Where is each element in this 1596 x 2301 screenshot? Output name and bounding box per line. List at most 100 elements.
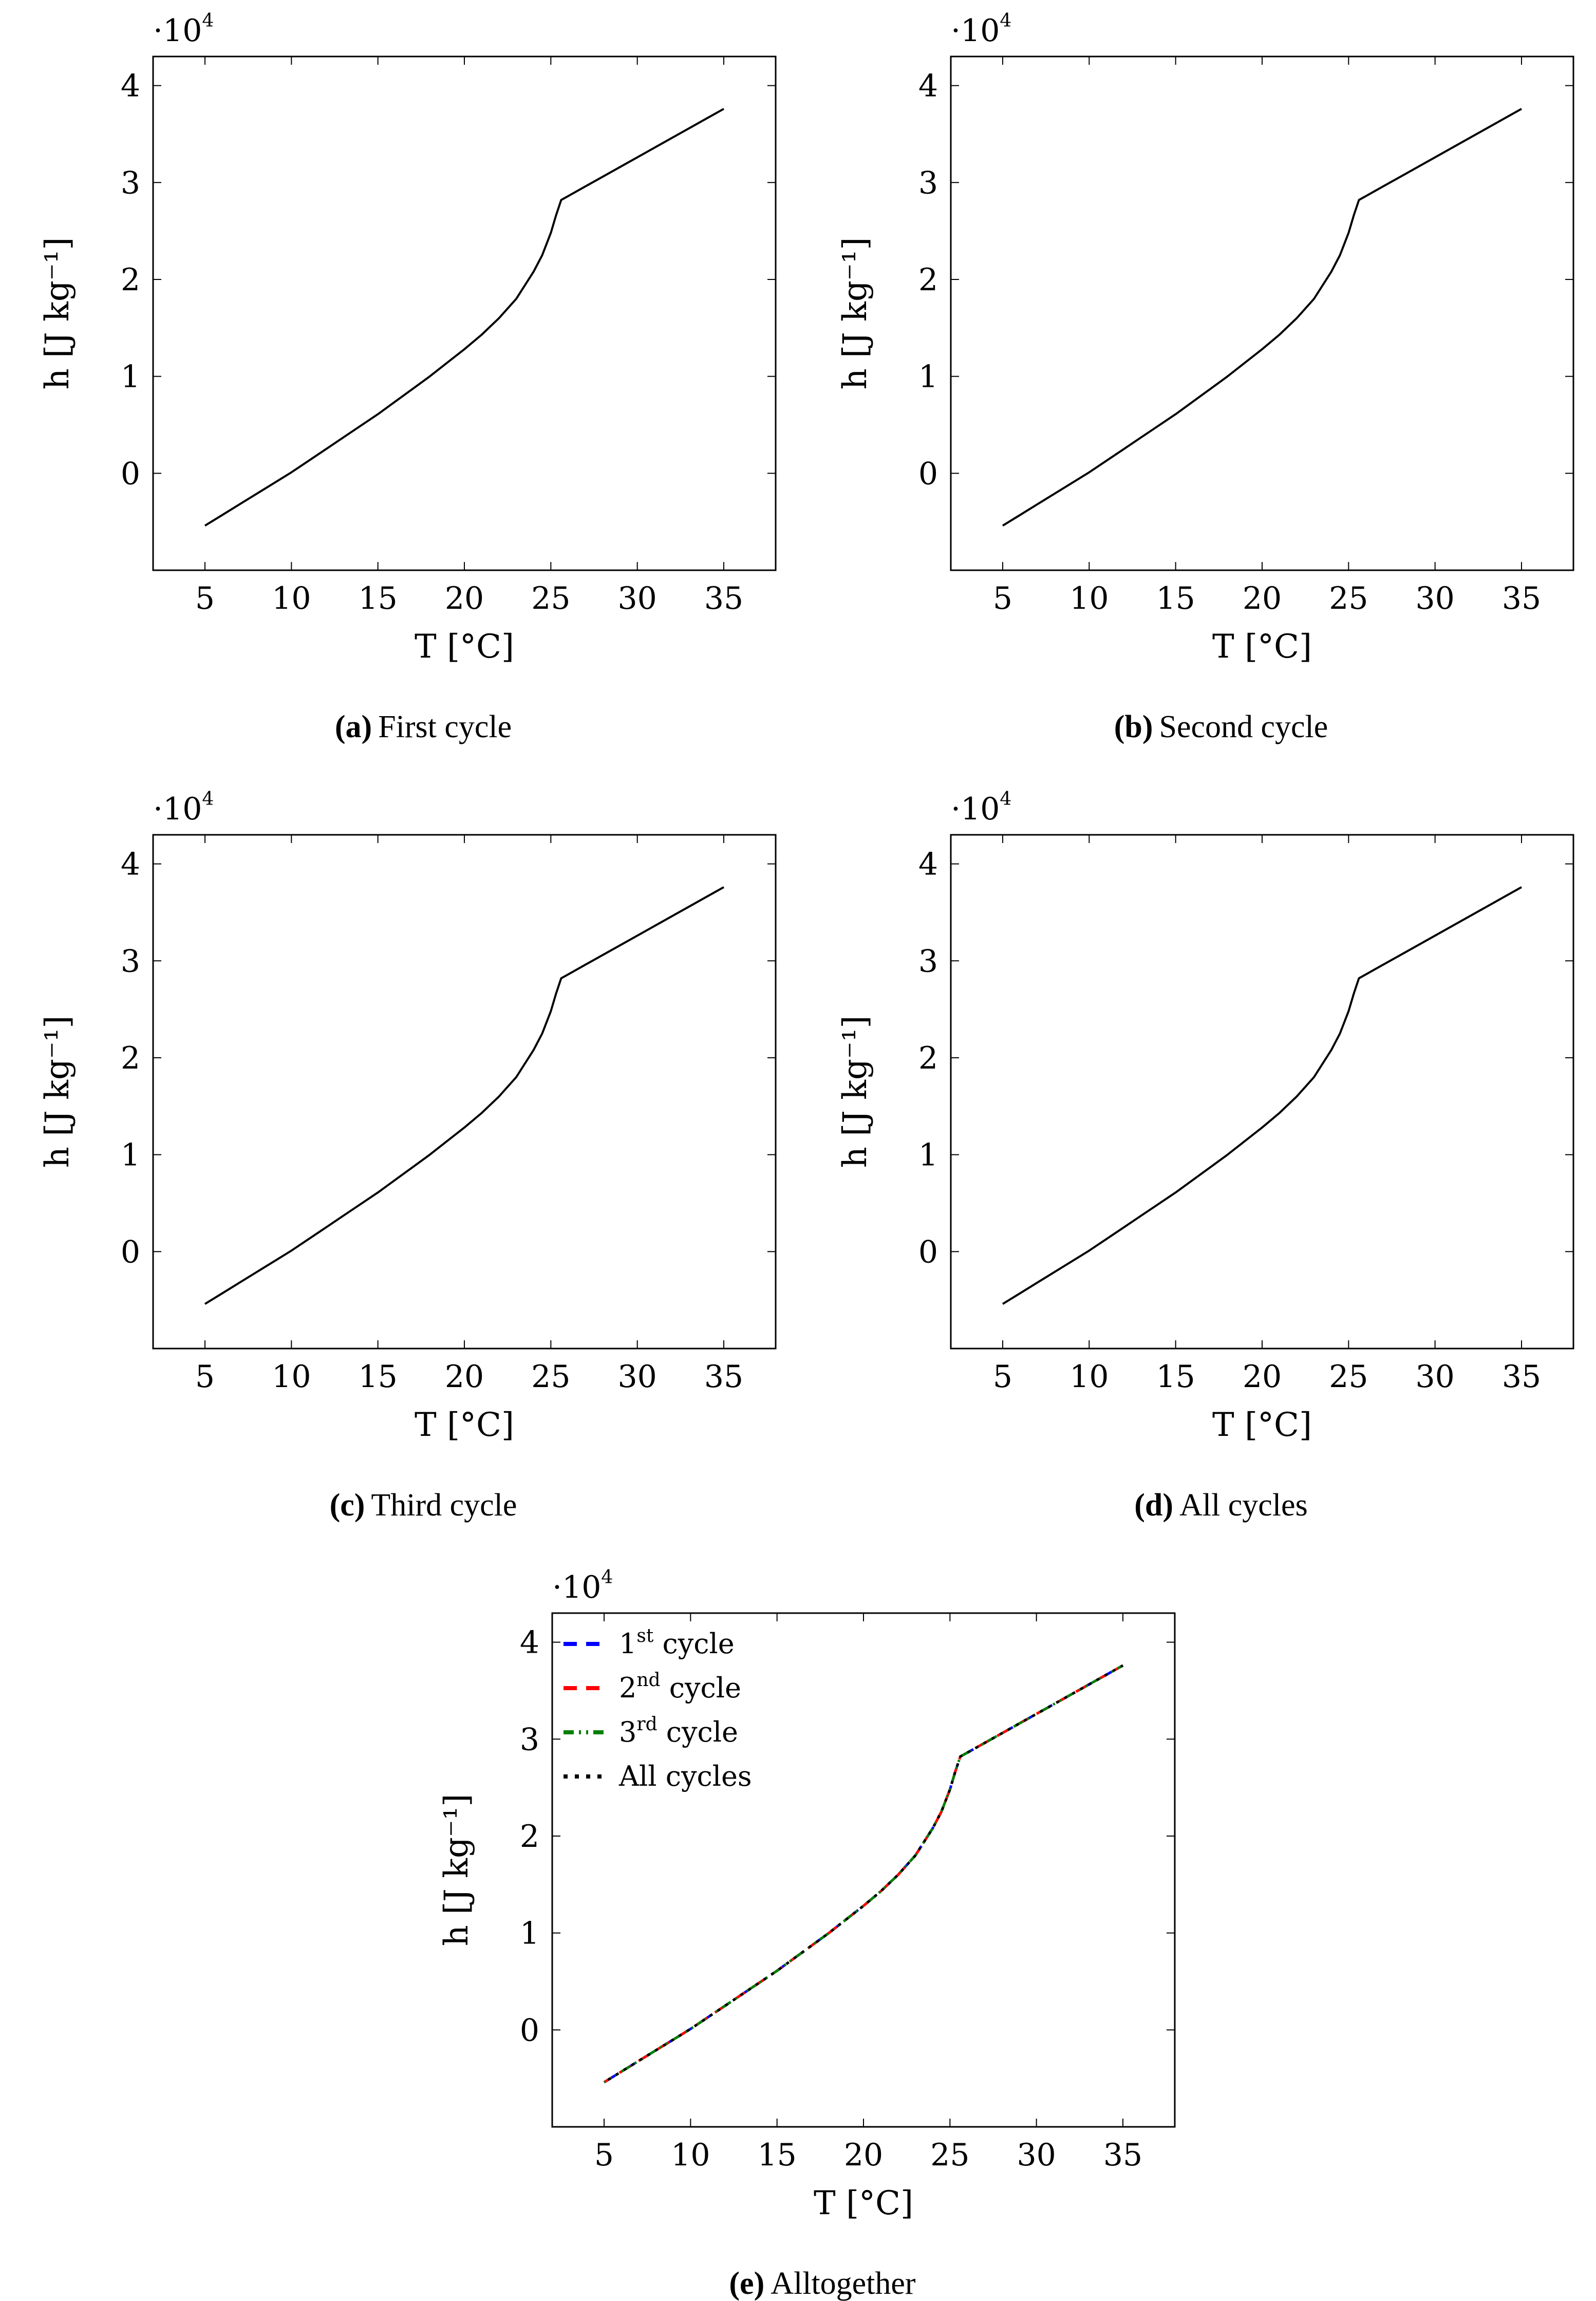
caption-text: First cycle xyxy=(378,709,512,744)
legend-label-suffix: cycle xyxy=(661,1672,741,1704)
x-axis-label: T [°C] xyxy=(1212,628,1312,666)
y-tick-label: 3 xyxy=(918,943,938,979)
x-tick-label: 15 xyxy=(1156,581,1195,616)
x-tick-label: 35 xyxy=(1502,1359,1541,1395)
y-tick-label: 1 xyxy=(918,359,938,395)
x-tick-label: 20 xyxy=(445,581,484,616)
x-tick-label: 20 xyxy=(1243,581,1282,616)
y-tick-label: 0 xyxy=(918,1234,938,1270)
x-tick-label: 20 xyxy=(844,2137,883,2173)
x-tick-label: 15 xyxy=(757,2137,796,2173)
y-tick-label: 3 xyxy=(121,165,140,201)
y-multiplier: ·104 xyxy=(153,789,214,827)
x-axis-label: T [°C] xyxy=(415,1406,514,1444)
x-tick-label: 10 xyxy=(272,581,311,616)
x-tick-label: 25 xyxy=(531,581,570,616)
y-tick-label: 2 xyxy=(121,1040,140,1076)
caption-text: Alltogether xyxy=(771,2266,916,2301)
y-multiplier: ·104 xyxy=(153,10,214,49)
chart-panel-c: 5 10 15 20 25 30 35 0 1 2 3 4·104 T [°C] h [J kg⁻¹] (c… xyxy=(39,789,777,1523)
y-tick-label: 0 xyxy=(918,456,938,492)
caption-letter: (d) xyxy=(1134,1488,1173,1523)
y-tick-label: 3 xyxy=(918,165,938,201)
caption-text: Second cycle xyxy=(1159,709,1328,744)
y-tick-label: 3 xyxy=(121,943,140,979)
x-axis-label: T [°C] xyxy=(415,628,514,666)
y-multiplier: ·104 xyxy=(951,10,1011,49)
legend-label-sup: st xyxy=(636,1625,653,1647)
x-tick-label: 5 xyxy=(594,2137,614,2173)
x-tick-label: 15 xyxy=(358,1359,397,1395)
x-tick-label: 30 xyxy=(617,1359,656,1395)
y-tick-label: 2 xyxy=(918,1040,938,1076)
x-tick-label: 5 xyxy=(195,581,215,616)
y-axis-label: h [J kg⁻¹] xyxy=(39,1016,77,1168)
panel-caption: (e) Alltogether xyxy=(729,2266,916,2301)
x-tick-label: 25 xyxy=(531,1359,570,1395)
y-tick-label: 0 xyxy=(121,456,140,492)
y-tick-label: 0 xyxy=(520,2012,539,2048)
x-tick-label: 25 xyxy=(1329,1359,1368,1395)
legend-label: 1st cycle xyxy=(619,1625,735,1660)
caption-letter: (b) xyxy=(1114,709,1153,744)
legend: 1st cycle 2nd cycle 3rd cycle All cycles xyxy=(564,1625,752,1792)
y-tick-label: 4 xyxy=(918,68,938,104)
plot-frame xyxy=(152,834,777,1350)
y-tick-label: 1 xyxy=(121,359,140,395)
y-multiplier-exponent: 4 xyxy=(202,789,214,810)
x-tick-label: 35 xyxy=(1502,581,1541,616)
plot-frame xyxy=(152,55,777,571)
x-tick-label: 35 xyxy=(704,581,743,616)
x-tick-label: 25 xyxy=(1329,581,1368,616)
legend-label-suffix: cycle xyxy=(653,1627,734,1660)
x-tick-label: 25 xyxy=(930,2137,969,2173)
legend-label: 2nd cycle xyxy=(619,1670,741,1704)
x-tick-label: 30 xyxy=(617,581,656,616)
x-axis-label: T [°C] xyxy=(814,2184,913,2222)
y-multiplier: ·104 xyxy=(552,1567,613,1605)
x-tick-label: 5 xyxy=(993,581,1012,616)
y-tick-label: 1 xyxy=(918,1137,938,1173)
x-tick-label: 15 xyxy=(1156,1359,1195,1395)
legend-label: 3rd cycle xyxy=(619,1714,738,1748)
series-line-1 xyxy=(1002,108,1522,527)
caption-letter: (c) xyxy=(330,1488,365,1523)
plot-frame xyxy=(950,834,1574,1350)
x-axis-label: T [°C] xyxy=(1212,1406,1312,1444)
y-multiplier-exponent: 4 xyxy=(1000,789,1011,810)
x-tick-label: 30 xyxy=(1415,581,1454,616)
y-tick-label: 4 xyxy=(918,847,938,883)
y-tick-label: 4 xyxy=(520,1625,539,1661)
caption-letter: (a) xyxy=(335,709,372,744)
x-tick-label: 30 xyxy=(1415,1359,1454,1395)
series-line-4 xyxy=(603,1664,1124,2084)
x-tick-label: 20 xyxy=(1243,1359,1282,1395)
y-multiplier: ·104 xyxy=(951,789,1011,827)
y-tick-label: 1 xyxy=(121,1137,140,1173)
y-multiplier-exponent: 4 xyxy=(1000,10,1011,31)
x-tick-label: 35 xyxy=(704,1359,743,1395)
x-tick-label: 5 xyxy=(993,1359,1012,1395)
legend-label-sup: rd xyxy=(636,1714,657,1735)
y-tick-label: 2 xyxy=(918,262,938,298)
y-tick-label: 2 xyxy=(520,1819,539,1855)
caption-text: Third cycle xyxy=(371,1488,517,1523)
x-tick-label: 10 xyxy=(272,1359,311,1395)
panel-caption: (d) All cycles xyxy=(1134,1488,1307,1523)
y-tick-label: 2 xyxy=(121,262,140,298)
y-multiplier-exponent: 4 xyxy=(601,1567,613,1588)
legend-label: All cycles xyxy=(618,1760,752,1792)
y-tick-label: 0 xyxy=(121,1234,140,1270)
caption-letter: (e) xyxy=(729,2266,764,2301)
y-axis-label: h [J kg⁻¹] xyxy=(438,1794,476,1947)
legend-label-sup: nd xyxy=(636,1670,660,1691)
x-tick-label: 5 xyxy=(195,1359,215,1395)
panel-caption: (c) Third cycle xyxy=(330,1488,517,1523)
x-tick-label: 20 xyxy=(445,1359,484,1395)
x-tick-label: 30 xyxy=(1017,2137,1056,2173)
x-tick-label: 10 xyxy=(671,2137,710,2173)
